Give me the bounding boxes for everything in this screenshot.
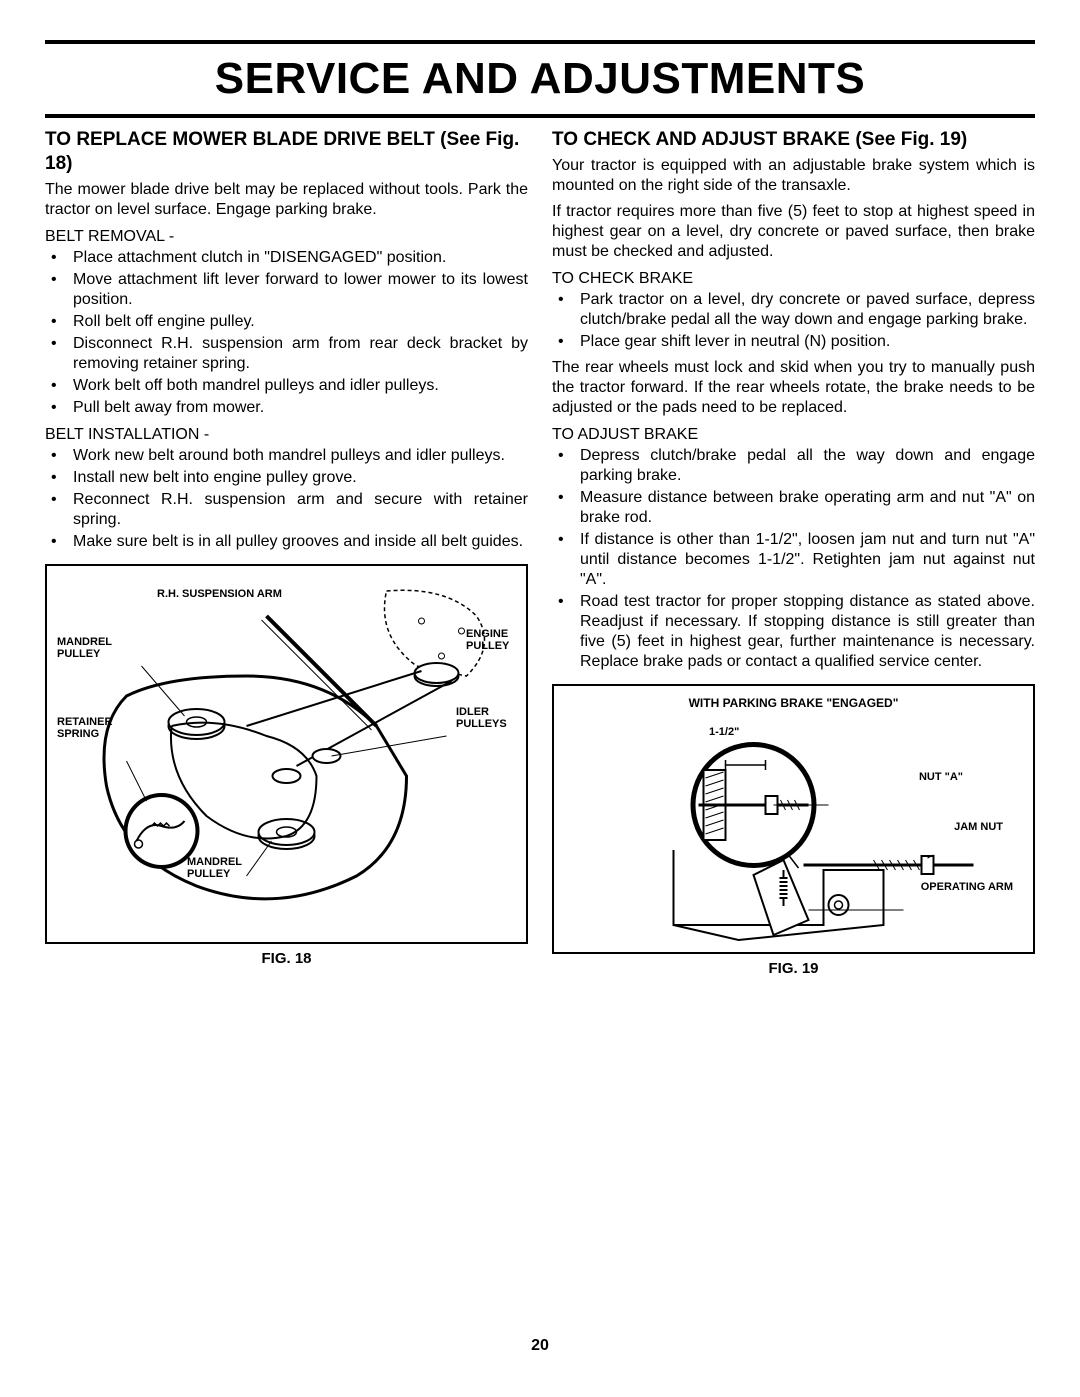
list-item: Road test tractor for proper stopping di… [552, 592, 1035, 672]
left-column: TO REPLACE MOWER BLADE DRIVE BELT (See F… [45, 128, 528, 977]
label-mandrel-pulley-top: MANDREL PULLEY [57, 636, 117, 660]
list-item: Pull belt away from mower. [45, 398, 528, 418]
list-item: Move attachment lift lever forward to lo… [45, 270, 528, 310]
brake-heading: TO CHECK AND ADJUST BRAKE (See Fig. 19) [552, 128, 1035, 152]
list-item: Work belt off both mandrel pulleys and i… [45, 376, 528, 396]
content-columns: TO REPLACE MOWER BLADE DRIVE BELT (See F… [45, 128, 1035, 977]
list-item: Work new belt around both mandrel pulley… [45, 446, 528, 466]
list-item: Place gear shift lever in neutral (N) po… [552, 332, 1035, 352]
label-measurement: 1-1/2" [709, 726, 739, 738]
fig19-caption: FIG. 19 [552, 960, 1035, 977]
check-brake-head: TO CHECK BRAKE [552, 270, 1035, 288]
belt-heading: TO REPLACE MOWER BLADE DRIVE BELT (See F… [45, 128, 528, 176]
page-number: 20 [45, 1337, 1035, 1355]
label-rh-suspension: R.H. SUSPENSION ARM [157, 588, 282, 600]
list-item: If distance is other than 1-1/2", loosen… [552, 530, 1035, 590]
figure-19: WITH PARKING BRAKE "ENGAGED" 1-1/2" NUT … [552, 684, 1035, 954]
label-mandrel-pulley-bot: MANDREL PULLEY [187, 856, 247, 880]
adjust-brake-head: TO ADJUST BRAKE [552, 426, 1035, 444]
top-rule [45, 40, 1035, 44]
label-nut-a: NUT "A" [919, 771, 963, 783]
belt-removal-head: BELT REMOVAL - [45, 228, 528, 246]
list-item: Reconnect R.H. suspension arm and secure… [45, 490, 528, 530]
label-operating-arm: OPERATING ARM [921, 881, 1013, 893]
list-item: Disconnect R.H. suspension arm from rear… [45, 334, 528, 374]
right-column: TO CHECK AND ADJUST BRAKE (See Fig. 19) … [552, 128, 1035, 977]
adjust-brake-list: Depress clutch/brake pedal all the way d… [552, 446, 1035, 672]
page-title: Service And Adjustments [45, 54, 1035, 104]
label-retainer-spring: RETAINER SPRING [57, 716, 117, 740]
belt-intro: The mower blade drive belt may be replac… [45, 180, 528, 220]
check-brake-list: Park tractor on a level, dry concrete or… [552, 290, 1035, 352]
brake-intro2: If tractor requires more than five (5) f… [552, 202, 1035, 262]
list-item: Make sure belt is in all pulley grooves … [45, 532, 528, 552]
belt-removal-list: Place attachment clutch in "DISENGAGED" … [45, 248, 528, 418]
brake-intro1: Your tractor is equipped with an adjusta… [552, 156, 1035, 196]
fig18-caption: FIG. 18 [45, 950, 528, 967]
list-item: Park tractor on a level, dry concrete or… [552, 290, 1035, 330]
belt-install-list: Work new belt around both mandrel pulley… [45, 446, 528, 552]
fig19-diagram [564, 710, 1023, 960]
figure-18: R.H. SUSPENSION ARM MANDREL PULLEY ENGIN… [45, 564, 528, 944]
list-item: Place attachment clutch in "DISENGAGED" … [45, 248, 528, 268]
fig18-diagram [57, 576, 516, 936]
fig19-title: WITH PARKING BRAKE "ENGAGED" [564, 696, 1023, 710]
label-idler-pulleys: IDLER PULLEYS [456, 706, 516, 730]
list-item: Measure distance between brake operating… [552, 488, 1035, 528]
title-rule [45, 114, 1035, 118]
check-note: The rear wheels must lock and skid when … [552, 358, 1035, 418]
list-item: Roll belt off engine pulley. [45, 312, 528, 332]
list-item: Install new belt into engine pulley grov… [45, 468, 528, 488]
belt-install-head: BELT INSTALLATION - [45, 426, 528, 444]
list-item: Depress clutch/brake pedal all the way d… [552, 446, 1035, 486]
label-engine-pulley: ENGINE PULLEY [466, 628, 516, 652]
label-jam-nut: JAM NUT [954, 821, 1003, 833]
